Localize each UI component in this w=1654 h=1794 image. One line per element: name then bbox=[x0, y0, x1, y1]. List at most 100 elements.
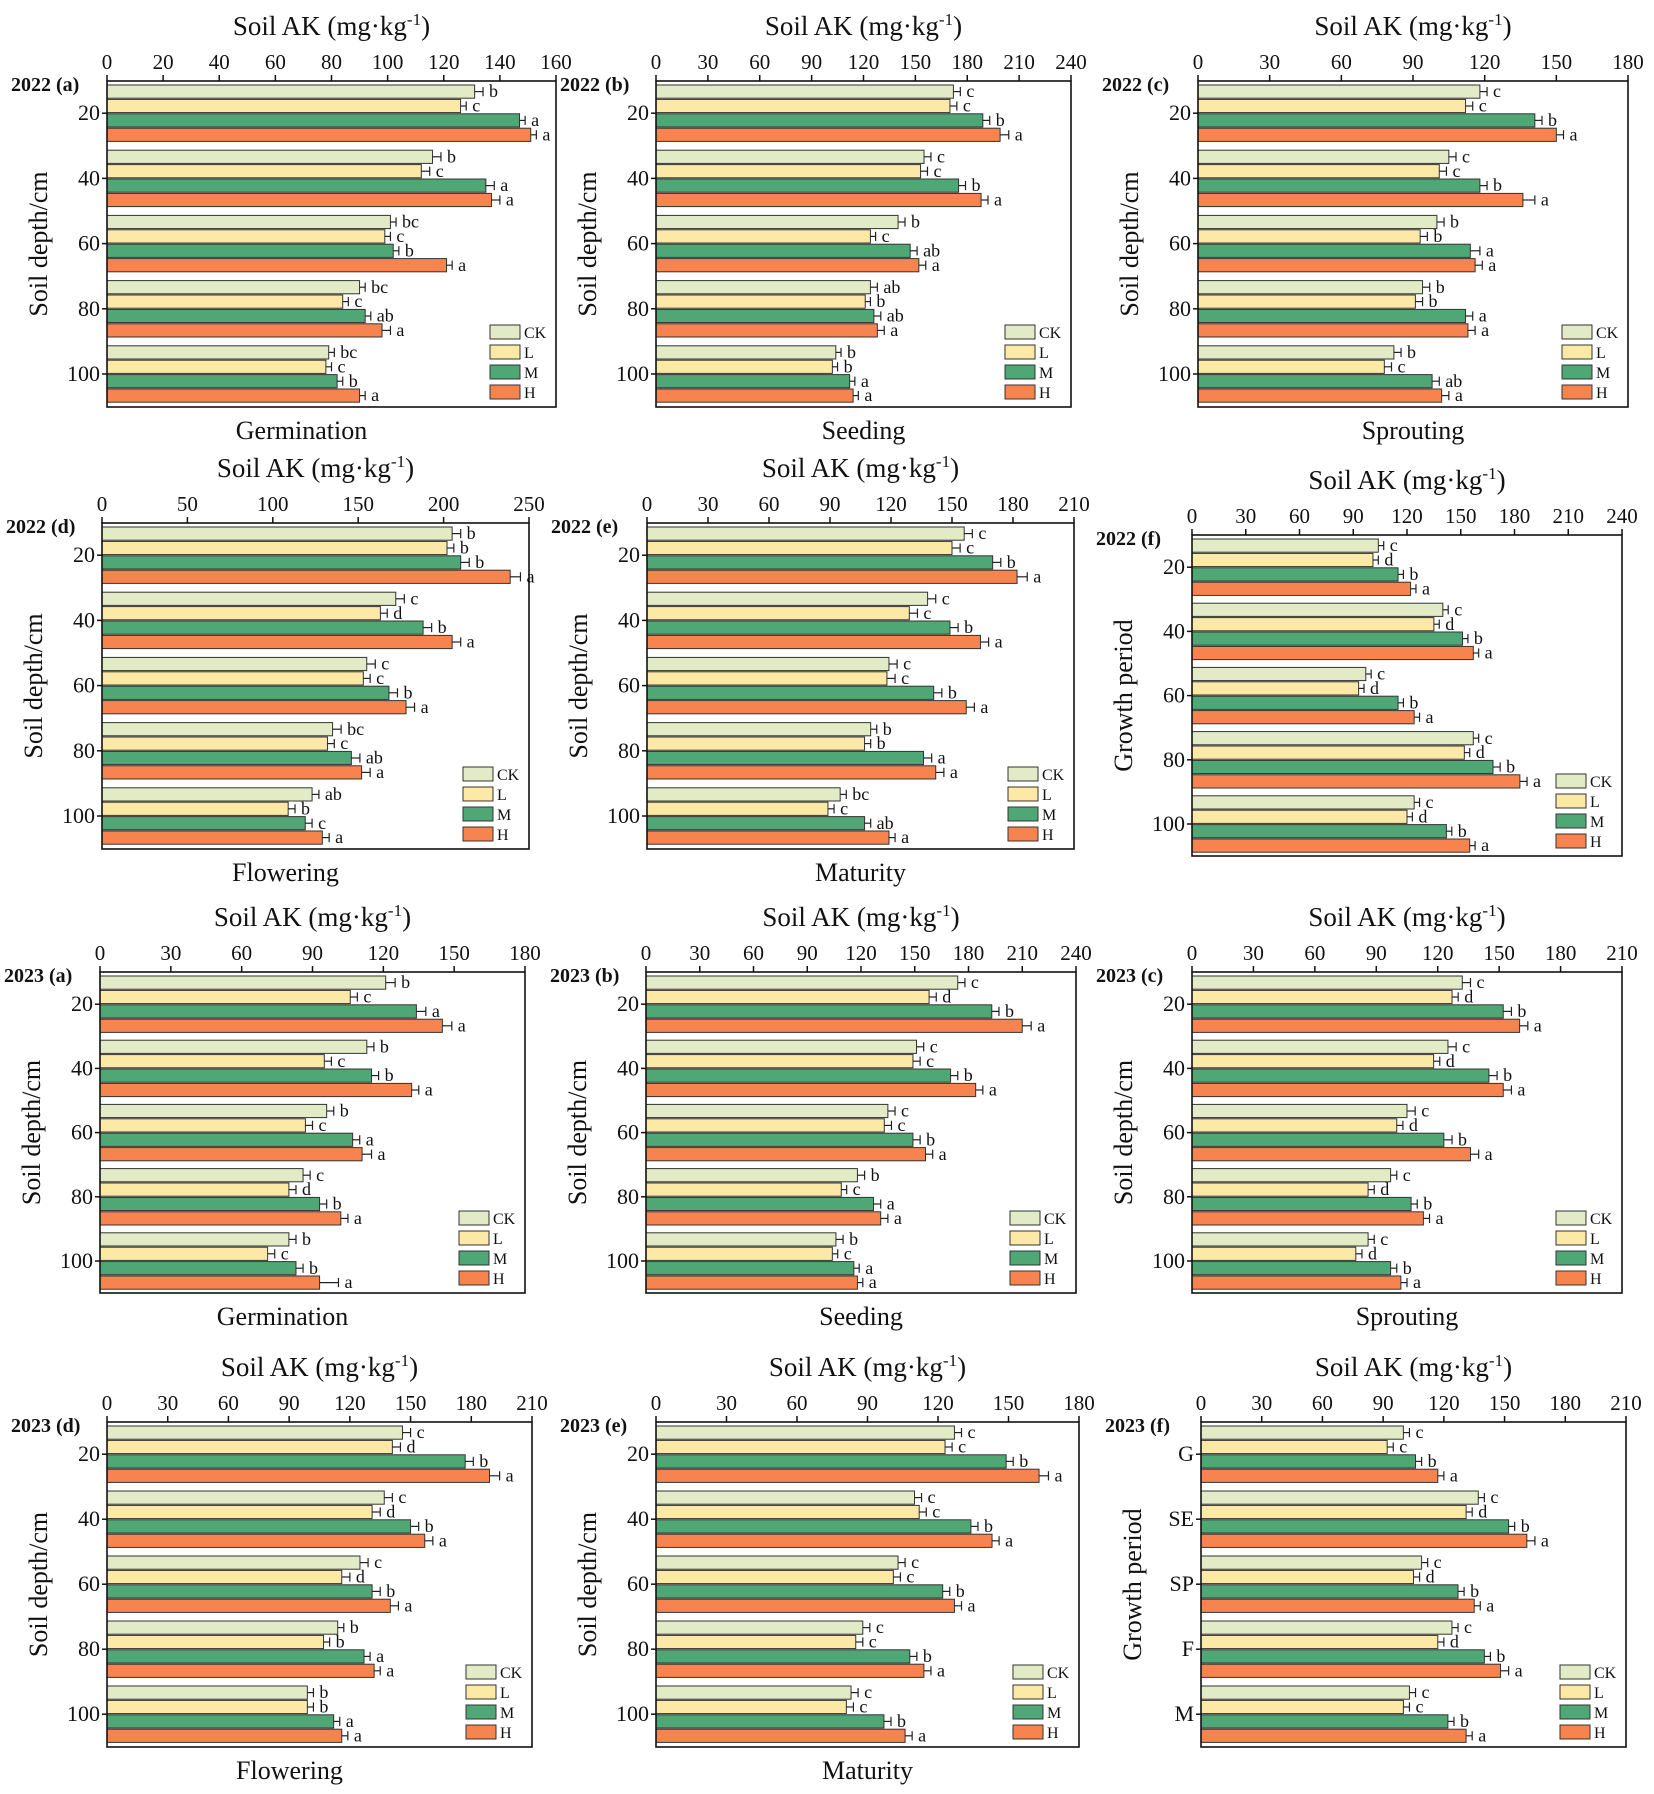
bar-M-60 bbox=[101, 685, 390, 700]
legend-label: M bbox=[1590, 1251, 1604, 1268]
bar-M-100 bbox=[101, 816, 306, 831]
significance-label: b bbox=[1470, 1581, 1479, 1601]
plot-frame bbox=[99, 971, 526, 1294]
x-tick-label: 0 bbox=[651, 50, 662, 74]
superscript: -1 bbox=[388, 901, 402, 920]
bar-L-20 bbox=[655, 98, 951, 114]
x-tick-label: 150 bbox=[342, 492, 374, 516]
legend: CK LMH bbox=[1555, 1210, 1613, 1288]
legend: CK LMH bbox=[1559, 1664, 1617, 1742]
bar-H-100 bbox=[646, 830, 890, 845]
significance-label: bc bbox=[402, 212, 419, 232]
bar-L-60 bbox=[101, 671, 364, 686]
significance-label: a bbox=[500, 175, 508, 195]
significance-label: d bbox=[1446, 1051, 1455, 1071]
significance-label: c bbox=[1476, 972, 1484, 992]
significance-label: a bbox=[887, 1194, 895, 1214]
significance-label: a bbox=[1515, 1660, 1523, 1680]
x-tick-label: 90 bbox=[820, 492, 841, 516]
bar-CK-40 bbox=[1191, 602, 1444, 617]
significance-label: a bbox=[918, 1725, 926, 1745]
significance-label: c bbox=[869, 1632, 877, 1652]
x-tick-label: 180 bbox=[953, 941, 985, 965]
plot-frame bbox=[106, 80, 557, 408]
significance-label: b bbox=[302, 1229, 311, 1249]
y-tick-label: 80 bbox=[78, 296, 100, 321]
bar-H-20 bbox=[1191, 581, 1412, 596]
significance-label: d bbox=[393, 603, 402, 623]
superscript: -1 bbox=[1488, 10, 1502, 29]
bar-L-100 bbox=[1191, 1246, 1357, 1261]
bar-CK-80 bbox=[106, 1620, 339, 1635]
significance-label: a bbox=[506, 1465, 514, 1485]
significance-label: c bbox=[1490, 1487, 1498, 1507]
panel-2023-a: Soil AK (mg·kg-1)0 30 60 90 120 150 180bcaa20b… bbox=[4, 901, 541, 1331]
bar-L-20 bbox=[1191, 552, 1374, 568]
legend-swatch-H bbox=[1004, 384, 1036, 400]
bar-CK-20 bbox=[106, 1425, 403, 1440]
panel-2023-b: Soil AK (mg·kg-1) 0 30 60 90 120 150 180 210 240 c… bbox=[550, 901, 1092, 1331]
bar-M-80 bbox=[1191, 759, 1494, 775]
bar-CK-40 bbox=[655, 1490, 915, 1505]
bar-CK-20 bbox=[646, 526, 965, 541]
legend-label: M bbox=[500, 1705, 514, 1722]
significance-label: c bbox=[1452, 161, 1460, 181]
superscript: -1 bbox=[1482, 464, 1496, 483]
y-tick-label: 40 bbox=[1169, 165, 1191, 190]
y-tick-label: 80 bbox=[1163, 747, 1185, 772]
significance-label: b bbox=[1409, 692, 1418, 712]
significance-label: a bbox=[869, 1272, 877, 1292]
significance-label: a bbox=[432, 1001, 440, 1021]
significance-label: c bbox=[338, 356, 346, 376]
bar-CK-40 bbox=[646, 591, 929, 606]
bar-M-80 bbox=[99, 1196, 321, 1212]
significance-label: c bbox=[316, 1165, 324, 1185]
significance-label: c bbox=[340, 733, 348, 753]
legend-label: H bbox=[493, 1271, 505, 1288]
axis-title: Soil AK (mg·kg-1) bbox=[214, 901, 411, 932]
y-tick-label: 80 bbox=[71, 1184, 93, 1209]
bar-H-40 bbox=[101, 634, 453, 650]
significance-label: c bbox=[971, 972, 979, 992]
legend-swatch-CK bbox=[1559, 1664, 1591, 1680]
significance-label: d bbox=[1450, 1632, 1459, 1652]
bar-L-SE bbox=[1200, 1504, 1467, 1520]
y-tick-label: SE bbox=[1168, 1506, 1194, 1531]
bar-H-80 bbox=[645, 1211, 882, 1226]
significance-label: d bbox=[302, 1179, 311, 1199]
significance-label: a bbox=[901, 827, 909, 847]
bar-H-40 bbox=[645, 1082, 977, 1098]
bar-H-20 bbox=[1197, 127, 1557, 142]
significance-label: c bbox=[859, 1697, 867, 1717]
stage-label: Germination bbox=[217, 1302, 348, 1331]
bar-L-20 bbox=[106, 98, 462, 114]
y-tick-label: 40 bbox=[78, 165, 100, 190]
x-tick-label: 150 bbox=[993, 1391, 1025, 1415]
significance-label: c bbox=[1426, 792, 1434, 812]
significance-label: c bbox=[932, 1502, 940, 1522]
y-tick-label: 60 bbox=[1163, 683, 1185, 708]
bar-L-80 bbox=[106, 1634, 325, 1650]
x-tick-label: 0 bbox=[102, 50, 113, 74]
x-tick-label: 30 bbox=[1243, 941, 1264, 965]
bar-H-60 bbox=[106, 1598, 391, 1613]
bar-H-20 bbox=[646, 569, 1018, 584]
significance-label: b bbox=[1460, 1711, 1469, 1731]
significance-label: a bbox=[1422, 578, 1430, 598]
significance-label: a bbox=[376, 1646, 384, 1666]
bar-CK-60 bbox=[99, 1103, 328, 1119]
significance-label: b bbox=[1503, 1065, 1512, 1085]
bar-L-G bbox=[1200, 1439, 1388, 1455]
significance-label: b bbox=[1409, 564, 1418, 584]
y-tick-label: 80 bbox=[1169, 296, 1191, 321]
x-tick-label: 120 bbox=[334, 1391, 366, 1415]
x-tick-label: 0 bbox=[1187, 504, 1198, 528]
x-tick-label: 30 bbox=[689, 941, 710, 965]
stage-label: Seeding bbox=[822, 416, 906, 445]
legend-swatch-M bbox=[465, 1704, 497, 1720]
significance-label: d bbox=[1426, 1567, 1435, 1587]
legend-label: CK bbox=[1042, 767, 1065, 784]
x-tick-label: 120 bbox=[875, 492, 907, 516]
legend-swatch-M bbox=[1007, 806, 1039, 822]
legend-label: H bbox=[500, 1725, 512, 1742]
